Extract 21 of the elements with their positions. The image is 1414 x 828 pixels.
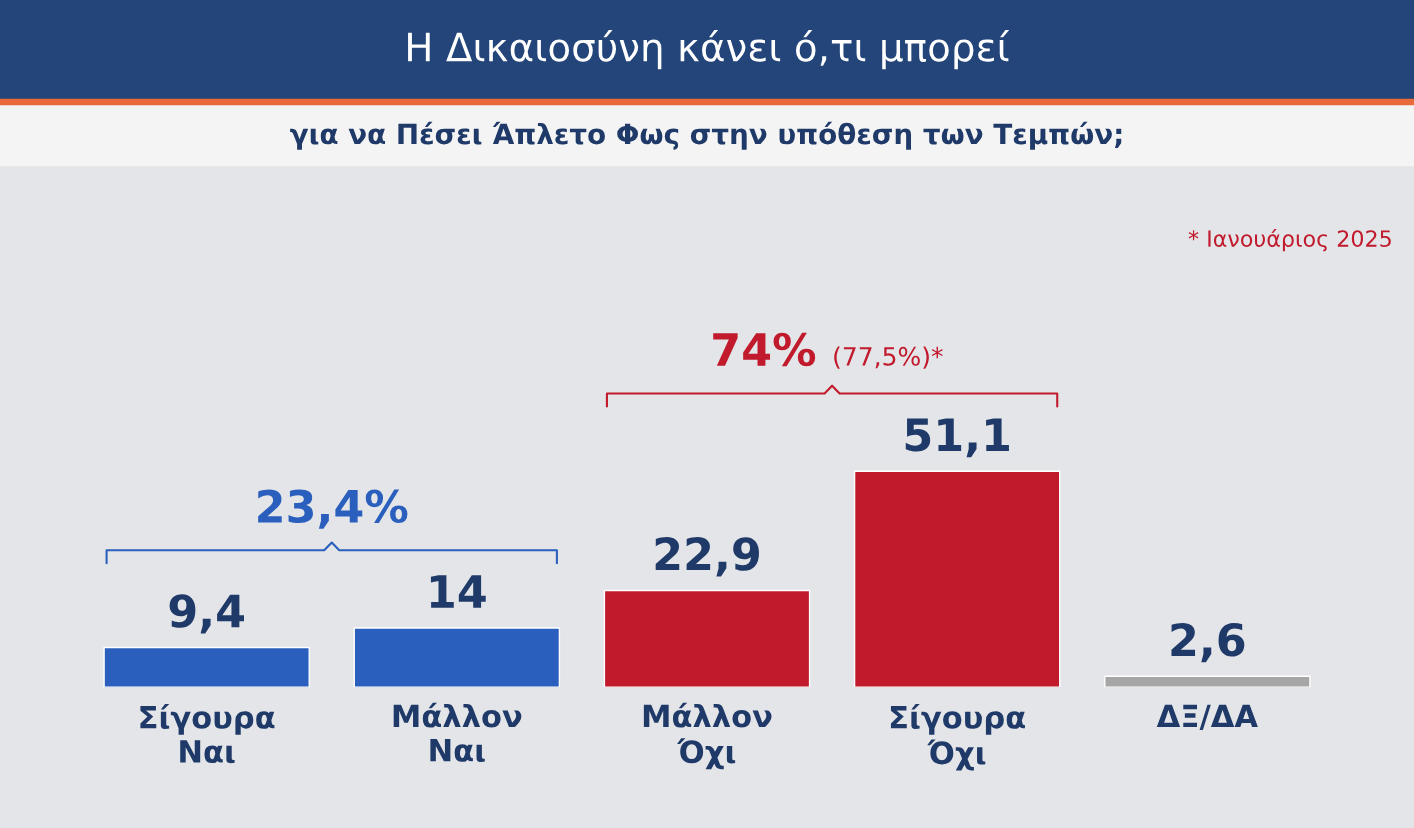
text: (77,5%)* (834, 346, 943, 369)
bar (103, 646, 310, 688)
x-tick-label: Σίγουρα Ναι (140, 703, 275, 764)
x-tick-label: ΔΞ/ΔΑ (1156, 704, 1258, 730)
data-label: 14 (430, 575, 486, 608)
text: 74% (713, 332, 816, 367)
bar (853, 470, 1061, 688)
data-label: 22,9 (655, 537, 759, 577)
data-label: 9,4 (169, 594, 244, 634)
data-label: 51,1 (905, 418, 1009, 458)
bar (1104, 675, 1311, 688)
bar (353, 627, 561, 688)
annotation: 23,4% (258, 489, 408, 529)
bar (603, 589, 811, 688)
chart-title: Η Δικαιοσύνη κάνει ό,τι μπορεί (408, 30, 1010, 70)
text: * Ιανουάριος 2025 (1188, 228, 1391, 252)
x-tick-label: Μάλλον Ναι (393, 702, 522, 762)
x-tick-label: Μάλλον Όχι (643, 702, 772, 770)
chart-subtitle: για να Πέσει Άπλετο Φως στην υπόθεση των Τεμπών; (290, 121, 1122, 150)
data-label: 2,6 (1171, 622, 1245, 663)
x-tick-label: Σίγουρα Όχι (890, 703, 1025, 771)
